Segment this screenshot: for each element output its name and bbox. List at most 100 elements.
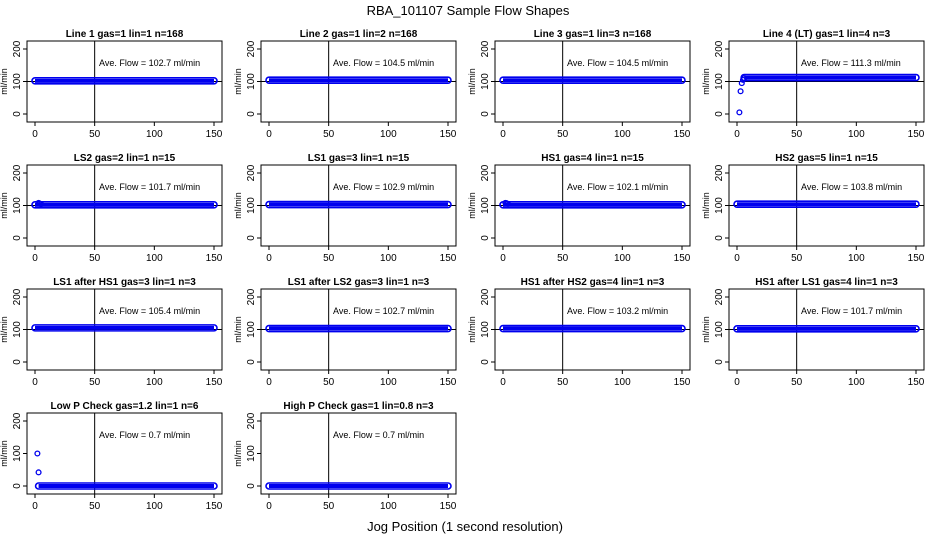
y-tick-label: 100 xyxy=(714,73,725,90)
plot-frame xyxy=(260,412,457,495)
x-tick-label: 100 xyxy=(848,377,865,388)
panel-8: HS2 gas=5 lin=1 n=15 0 50 100 150 0 100 200 ml/m… xyxy=(701,153,925,264)
x-tick-label: 0 xyxy=(32,501,38,512)
panel-4: Line 4 (LT) gas=1 lin=4 n=3 0 50 100 150 0 100… xyxy=(701,29,925,140)
x-tick-label: 100 xyxy=(614,129,631,140)
y-axis-label: ml/min xyxy=(701,192,711,219)
y-axis-label: ml/min xyxy=(0,440,9,467)
y-tick-label: 0 xyxy=(714,359,725,365)
x-tick-label: 150 xyxy=(206,501,223,512)
y-tick-label: 200 xyxy=(480,164,491,181)
y-axis-label: ml/min xyxy=(701,68,711,95)
panel-title: LS1 gas=3 lin=1 n=15 xyxy=(308,153,410,164)
panel-title: Line 2 gas=1 lin=2 n=168 xyxy=(300,29,418,40)
x-tick-label: 100 xyxy=(614,377,631,388)
data-band xyxy=(733,200,920,208)
x-tick-label: 100 xyxy=(380,377,397,388)
data-band xyxy=(740,73,920,82)
flow-annotation: Ave. Flow = 102.1 ml/min xyxy=(567,182,668,192)
panel-title: Line 4 (LT) gas=1 lin=4 n=3 xyxy=(763,29,891,40)
panel-title: LS2 gas=2 lin=1 n=15 xyxy=(74,153,176,164)
panel-title: Line 1 gas=1 lin=1 n=168 xyxy=(66,29,184,40)
x-tick-label: 150 xyxy=(674,253,691,264)
y-tick-label: 200 xyxy=(12,40,23,57)
x-tick-label: 150 xyxy=(908,129,925,140)
x-tick-label: 50 xyxy=(791,129,803,140)
flow-annotation: Ave. Flow = 104.5 ml/min xyxy=(567,58,668,68)
data-band xyxy=(733,325,920,333)
x-tick-label: 150 xyxy=(674,129,691,140)
data-point xyxy=(736,109,743,116)
y-tick-label: 100 xyxy=(714,197,725,214)
y-axis-label: ml/min xyxy=(467,192,477,219)
y-tick-label: 0 xyxy=(480,359,491,365)
y-tick-label: 0 xyxy=(12,111,23,117)
x-tick-label: 50 xyxy=(323,129,335,140)
x-tick-label: 0 xyxy=(500,253,506,264)
x-tick-label: 150 xyxy=(206,377,223,388)
flow-annotation: Ave. Flow = 103.8 ml/min xyxy=(801,182,902,192)
y-tick-label: 0 xyxy=(246,483,257,489)
x-tick-label: 150 xyxy=(440,129,457,140)
x-tick-label: 0 xyxy=(734,377,740,388)
x-tick-label: 100 xyxy=(848,253,865,264)
x-tick-label: 0 xyxy=(266,129,272,140)
figure-xlabel: Jog Position (1 second resolution) xyxy=(367,519,563,534)
y-tick-label: 100 xyxy=(246,197,257,214)
y-tick-label: 200 xyxy=(246,412,257,429)
x-tick-label: 0 xyxy=(32,129,38,140)
data-band xyxy=(31,324,218,332)
panel-title: LS1 after HS1 gas=3 lin=1 n=3 xyxy=(53,277,196,288)
x-tick-label: 0 xyxy=(266,253,272,264)
x-tick-label: 0 xyxy=(734,129,740,140)
x-tick-label: 150 xyxy=(440,501,457,512)
y-tick-label: 0 xyxy=(246,235,257,241)
y-tick-label: 100 xyxy=(246,445,257,462)
data-band xyxy=(265,324,452,333)
panel-title: Low P Check gas=1.2 lin=1 n=6 xyxy=(51,401,199,412)
x-tick-label: 150 xyxy=(908,377,925,388)
panel-14: High P Check gas=1 lin=0.8 n=3 0 50 100 150 0… xyxy=(233,401,457,512)
y-axis-label: ml/min xyxy=(467,68,477,95)
y-tick-label: 200 xyxy=(246,164,257,181)
data-point xyxy=(737,88,744,95)
panel-1: Line 1 gas=1 lin=1 n=168 0 50 100 150 0 100 200… xyxy=(0,29,223,140)
flow-annotation: Ave. Flow = 103.2 ml/min xyxy=(567,306,668,316)
y-axis-label: ml/min xyxy=(0,316,9,343)
data-band xyxy=(499,324,686,333)
y-tick-label: 200 xyxy=(480,288,491,305)
data-band xyxy=(499,76,686,84)
y-tick-label: 100 xyxy=(480,197,491,214)
y-axis-label: ml/min xyxy=(467,316,477,343)
data-point xyxy=(35,469,42,476)
x-tick-label: 150 xyxy=(674,377,691,388)
x-tick-label: 100 xyxy=(848,129,865,140)
x-tick-label: 100 xyxy=(146,253,163,264)
y-tick-label: 100 xyxy=(714,321,725,338)
flow-annotation: Ave. Flow = 111.3 ml/min xyxy=(801,58,901,68)
x-tick-label: 50 xyxy=(557,253,569,264)
flow-annotation: Ave. Flow = 0.7 ml/min xyxy=(99,430,190,440)
panel-7: HS1 gas=4 lin=1 n=15 0 50 100 150 0 100 200 ml/m… xyxy=(467,153,691,264)
y-tick-label: 0 xyxy=(714,235,725,241)
x-tick-label: 0 xyxy=(32,377,38,388)
x-tick-label: 50 xyxy=(557,377,569,388)
flow-annotation: Ave. Flow = 102.9 ml/min xyxy=(333,182,434,192)
x-tick-label: 150 xyxy=(440,253,457,264)
x-tick-label: 0 xyxy=(266,501,272,512)
x-tick-label: 100 xyxy=(380,501,397,512)
y-axis-label: ml/min xyxy=(701,316,711,343)
y-axis-label: ml/min xyxy=(0,192,9,219)
panel-title: LS1 after LS2 gas=3 lin=1 n=3 xyxy=(288,277,430,288)
panel-13: Low P Check gas=1.2 lin=1 n=6 0 50 100 150 0 1… xyxy=(0,401,223,512)
panel-2: Line 2 gas=1 lin=2 n=168 0 50 100 150 0 100 200… xyxy=(233,29,457,140)
y-axis-label: ml/min xyxy=(233,68,243,95)
y-axis-label: ml/min xyxy=(233,440,243,467)
x-tick-label: 100 xyxy=(380,129,397,140)
y-axis-label: ml/min xyxy=(0,68,9,95)
x-tick-label: 150 xyxy=(206,253,223,264)
x-tick-label: 100 xyxy=(614,253,631,264)
x-tick-label: 0 xyxy=(32,253,38,264)
x-tick-label: 0 xyxy=(734,253,740,264)
y-tick-label: 0 xyxy=(12,235,23,241)
